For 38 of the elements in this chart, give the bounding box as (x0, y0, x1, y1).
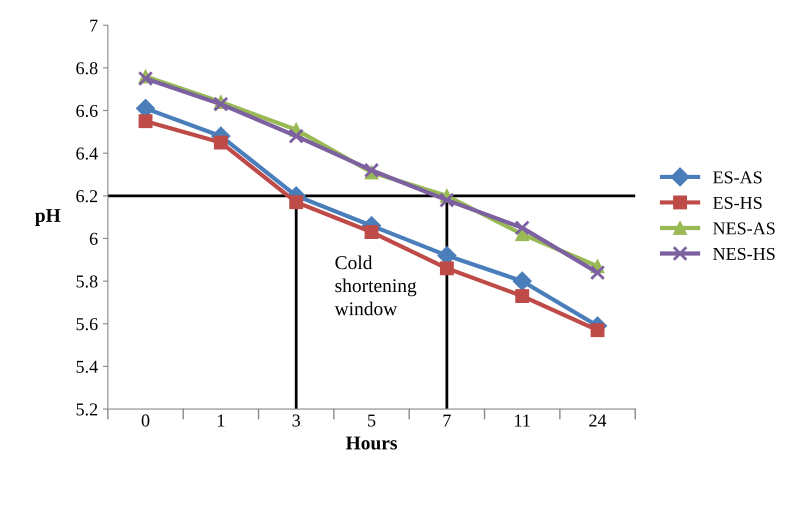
x-tick-label: 0 (142, 414, 150, 427)
y-tick-label: 5.4 (76, 360, 98, 373)
point (213, 96, 229, 112)
y-tick-label: 7 (90, 20, 98, 32)
point (590, 323, 604, 338)
point (512, 272, 532, 291)
y-tick-label: 6.8 (76, 62, 98, 74)
point (439, 192, 455, 208)
legend-label: NES-HS (713, 248, 775, 260)
y-tick-label: 5.6 (76, 318, 98, 330)
legend-label: ES-HS (713, 196, 762, 209)
y-tick-label: 6.4 (76, 147, 98, 160)
x-tick-label: 3 (292, 414, 300, 427)
x-tick-label: 1 (218, 414, 224, 426)
x-tick-label: 5 (368, 414, 376, 427)
point (440, 261, 454, 276)
y-axis-title: pH (35, 209, 60, 226)
point (515, 289, 530, 303)
point (288, 128, 304, 144)
y-tick-label: 6 (90, 232, 98, 245)
point (214, 136, 228, 150)
annotation: Cold shortening window (334, 256, 416, 316)
point (364, 225, 378, 240)
x-tick-label: 24 (589, 414, 606, 426)
x-axis-title: Hours (346, 436, 397, 450)
point (138, 114, 152, 128)
point (138, 70, 154, 86)
point (289, 195, 304, 210)
legend-label: ES-AS (713, 171, 762, 184)
y-tick-label: 6.2 (76, 190, 98, 202)
point (514, 220, 530, 236)
y-tick-label: 5.2 (76, 403, 98, 416)
y-tick-label: 6.6 (76, 104, 98, 118)
x-tick-label: 7 (444, 414, 451, 426)
legend-label: NES-AS (713, 222, 775, 234)
y-tick-label: 5.8 (76, 275, 98, 288)
x-tick-label: 11 (515, 414, 530, 426)
point (590, 264, 606, 280)
